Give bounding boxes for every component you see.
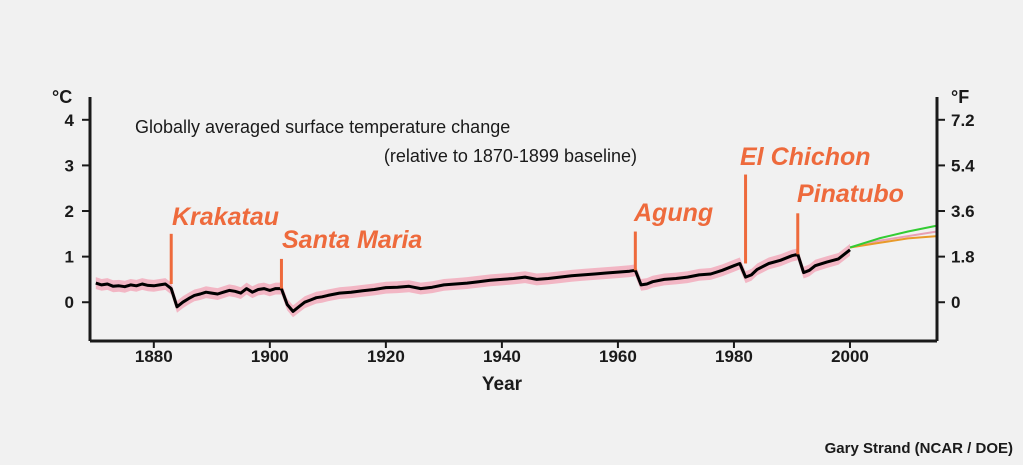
volcano-label: Agung bbox=[633, 199, 713, 227]
x-tick-label: 1940 bbox=[483, 347, 521, 366]
volcano-label: Santa Maria bbox=[282, 226, 422, 254]
y-tick-label-left: 0 bbox=[65, 293, 74, 312]
volcano-marker bbox=[279, 258, 283, 289]
observed-temperature-line bbox=[95, 248, 851, 313]
projection-line bbox=[849, 235, 938, 249]
x-tick-label: 1880 bbox=[135, 347, 173, 366]
volcano-label: Krakatau bbox=[172, 203, 279, 231]
x-tick-label: 2000 bbox=[831, 347, 869, 366]
projection-line bbox=[849, 230, 938, 249]
right-unit-label: °F bbox=[951, 87, 969, 107]
left-unit-label: °C bbox=[52, 87, 72, 107]
y-tick-label-left: 1 bbox=[65, 248, 74, 267]
chart-title: Globally averaged surface temperature ch… bbox=[135, 117, 510, 137]
volcano-marker bbox=[633, 231, 637, 271]
chart-subtitle: (relative to 1870-1899 baseline) bbox=[384, 146, 637, 166]
axis-ticks-layer: 1880 1900 1920 1940 1960 1980 2000 0 1 2 3 4 0 1.8 3.6… bbox=[65, 111, 976, 366]
y-tick-label-left: 2 bbox=[65, 202, 74, 221]
y-tick-label-right: 7.2 bbox=[951, 111, 975, 130]
y-tick-label-left: 4 bbox=[65, 111, 75, 130]
x-axis-title: Year bbox=[482, 374, 523, 395]
projection-line bbox=[849, 224, 938, 249]
y-tick-label-left: 3 bbox=[65, 156, 74, 175]
volcano-marker bbox=[796, 213, 800, 255]
volcano-marker bbox=[744, 174, 748, 264]
series-lines-layer bbox=[95, 224, 938, 313]
x-tick-label: 1960 bbox=[599, 347, 637, 366]
credit-text: Gary Strand (NCAR / DOE) bbox=[825, 440, 1013, 457]
x-tick-label: 1920 bbox=[367, 347, 405, 366]
y-tick-label-right: 1.8 bbox=[951, 248, 975, 267]
x-tick-label: 1980 bbox=[715, 347, 753, 366]
y-tick-label-right: 5.4 bbox=[951, 156, 975, 175]
x-tick-label: 1900 bbox=[251, 347, 289, 366]
volcano-label: El Chichon bbox=[740, 143, 871, 171]
y-tick-label-right: 3.6 bbox=[951, 202, 975, 221]
volcano-marker bbox=[169, 233, 173, 284]
y-tick-label-right: 0 bbox=[951, 293, 960, 312]
volcano-label: Pinatubo bbox=[797, 180, 904, 208]
